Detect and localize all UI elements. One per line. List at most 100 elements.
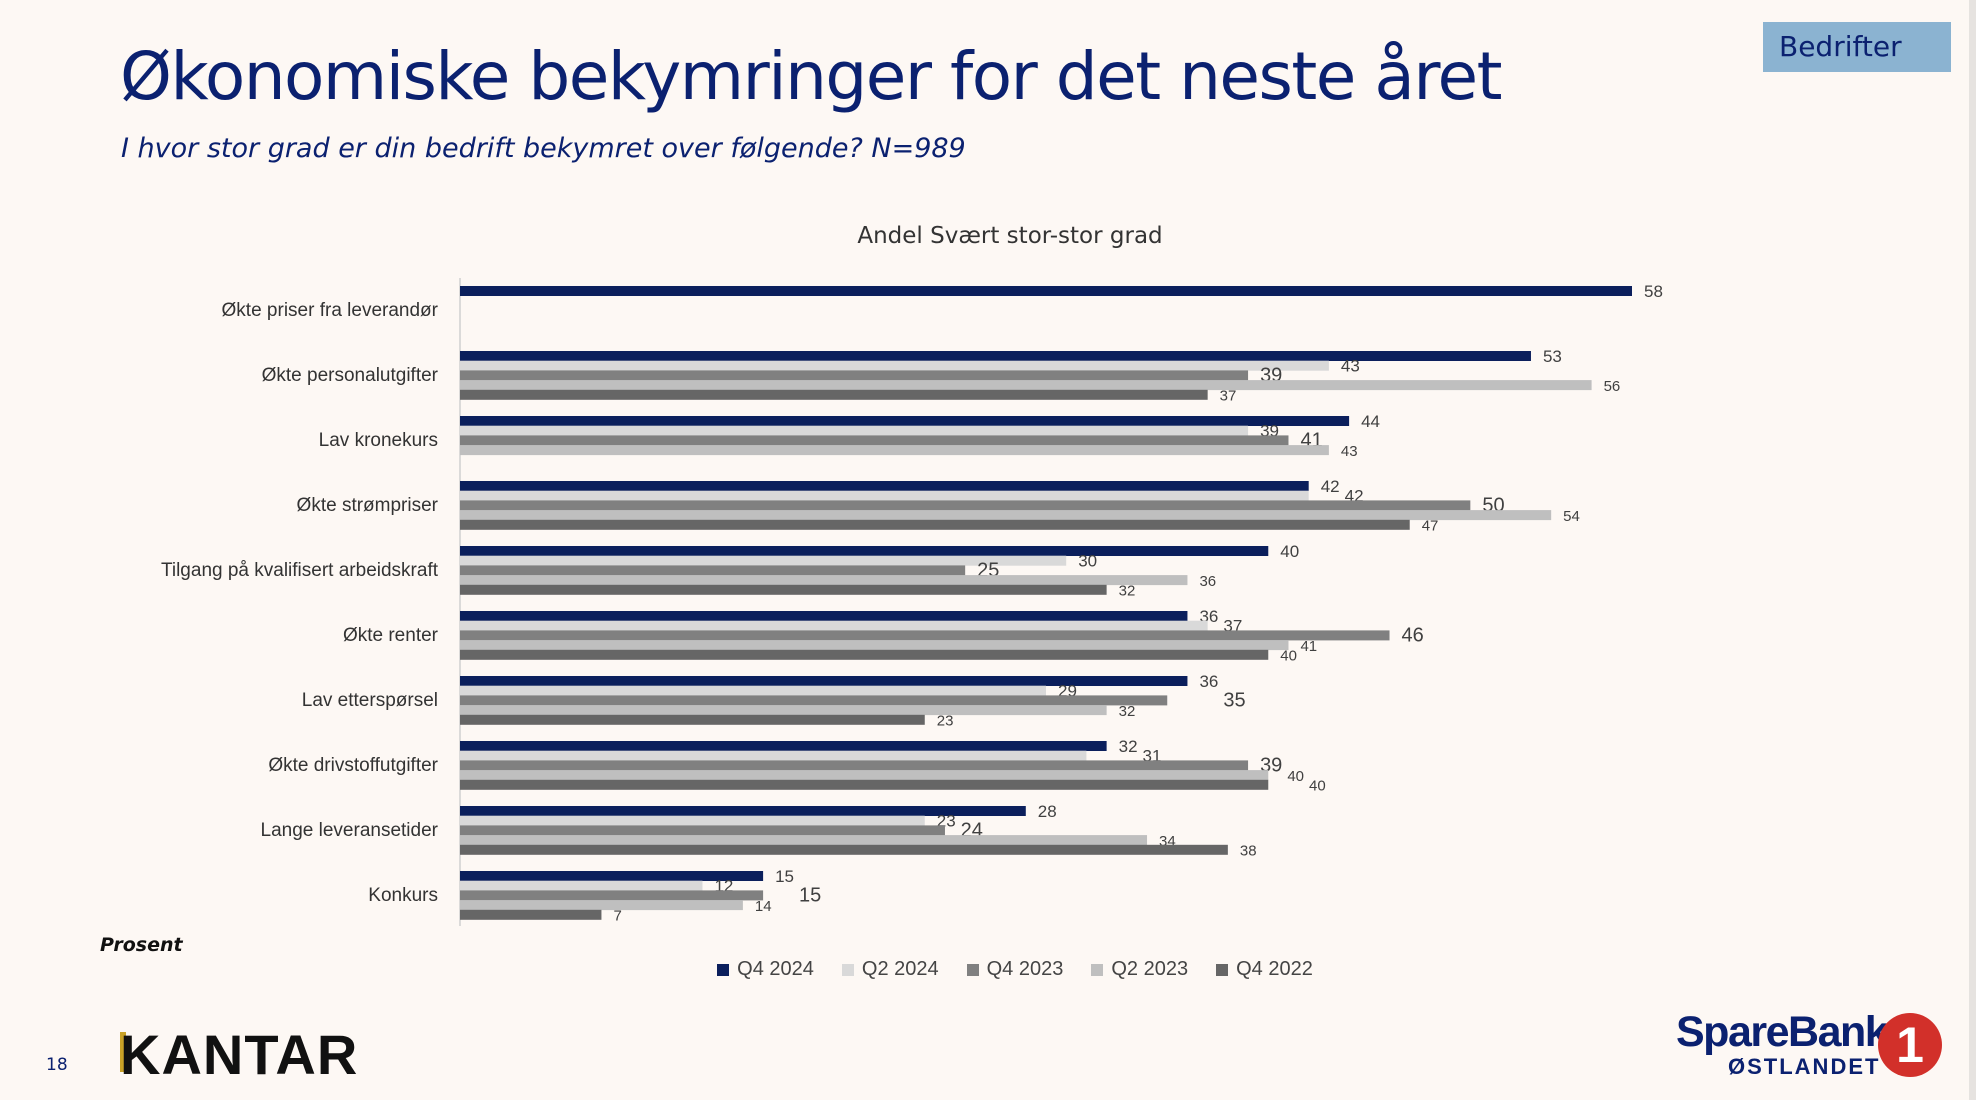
data-label: 40 (1309, 778, 1326, 795)
bar (460, 519, 1410, 530)
data-label: 30 (1078, 552, 1097, 571)
data-label: 7 (613, 908, 621, 925)
category-label: Økte strømpriser (297, 495, 439, 516)
bar (460, 815, 925, 826)
bar (460, 481, 1309, 491)
unit-note: Prosent (100, 934, 183, 956)
legend-label: Q4 2024 (737, 958, 814, 980)
data-label: 47 (1422, 518, 1439, 535)
bar (460, 360, 1329, 371)
data-label: 36 (1199, 573, 1216, 590)
category-label: Konkurs (368, 885, 438, 906)
legend-swatch (966, 963, 979, 976)
bar (460, 510, 1552, 521)
data-label: 35 (1223, 689, 1245, 711)
bar (460, 760, 1249, 771)
page-subtitle: I hvor stor grad er din bedrift bekymret… (121, 133, 966, 164)
category-label: Økte personalutgifter (262, 365, 439, 386)
bar (460, 779, 1269, 790)
bar (460, 575, 1188, 586)
legend-item: Q4 2023 (966, 958, 1064, 981)
data-label: 28 (1038, 802, 1057, 821)
data-label: 15 (799, 884, 821, 906)
bar (460, 500, 1471, 511)
data-label: 32 (1119, 703, 1136, 720)
legend-item: Q2 2024 (841, 958, 939, 981)
bar (460, 705, 1107, 716)
data-label: 44 (1361, 412, 1380, 431)
bar (460, 490, 1309, 501)
data-label: 23 (937, 713, 954, 730)
category-label: Økte priser fra leverandør (222, 300, 439, 321)
bar (460, 630, 1390, 641)
bar (460, 640, 1289, 651)
data-label: 56 (1604, 378, 1621, 395)
data-label: 37 (1220, 388, 1237, 405)
data-label: 15 (775, 867, 794, 886)
bar (460, 611, 1188, 621)
bar (460, 806, 1026, 816)
bar (460, 445, 1329, 456)
bar (460, 416, 1350, 426)
sparebank-logo-region: ØSTLANDET (1728, 1054, 1881, 1079)
data-label: 40 (1287, 768, 1304, 785)
bar (460, 351, 1531, 361)
bar (460, 825, 945, 836)
data-label: 41 (1300, 638, 1317, 655)
bar (460, 741, 1107, 751)
bar (460, 770, 1269, 781)
legend-swatch (1091, 963, 1104, 976)
bar (460, 565, 966, 576)
data-label: 53 (1543, 347, 1562, 366)
bar (460, 714, 925, 725)
bar (460, 900, 743, 911)
data-label: 40 (1280, 648, 1297, 665)
category-label: Lav kronekurs (319, 430, 438, 451)
data-label: 58 (1644, 282, 1663, 301)
kantar-logo-accent (120, 1032, 126, 1072)
bar (460, 546, 1269, 556)
bar (460, 435, 1289, 446)
data-label: 32 (1119, 737, 1138, 756)
bar (460, 370, 1249, 381)
category-label: Lange leveransetider (261, 820, 439, 841)
segment-badge: Bedrifter (1763, 22, 1951, 72)
data-label: 46 (1402, 624, 1424, 646)
sparebank-logo: SpareBank ØSTLANDET (1676, 1008, 1889, 1080)
kantar-logo: KANTAR (120, 1023, 359, 1086)
bar (460, 685, 1046, 696)
chart-legend: Q4 2024 Q2 2024 Q4 2023 Q2 2023 Q4 2022 (0, 958, 1976, 981)
bar (460, 835, 1148, 846)
legend-item: Q4 2024 (717, 958, 814, 981)
page-number: 18 (46, 1055, 68, 1075)
page-title: Økonomiske bekymringer for det neste åre… (120, 38, 1503, 115)
bar (460, 909, 602, 920)
legend-swatch (717, 963, 730, 976)
legend-item: Q2 2023 (1091, 958, 1188, 981)
window-edge (1969, 0, 1976, 1100)
data-label: 38 (1240, 843, 1257, 860)
data-label: 42 (1321, 477, 1340, 496)
bar (460, 620, 1208, 631)
legend-swatch (841, 963, 854, 976)
data-label: 54 (1563, 508, 1580, 525)
bar (460, 844, 1228, 855)
legend-label: Q4 2023 (986, 958, 1064, 980)
bar (460, 890, 764, 901)
legend-label: Q4 2022 (1236, 958, 1313, 980)
data-label: 43 (1341, 443, 1358, 460)
data-label: 43 (1341, 357, 1360, 376)
bar (460, 389, 1208, 400)
bar (460, 286, 1632, 296)
data-label: 32 (1119, 583, 1136, 600)
bar (460, 880, 703, 891)
sparebank-logo-name: SpareBank (1676, 1008, 1889, 1056)
bar (460, 695, 1168, 706)
bar (460, 584, 1107, 595)
bar (460, 555, 1067, 566)
data-label: 36 (1199, 672, 1218, 691)
category-label: Økte drivstoffutgifter (268, 755, 438, 776)
legend-label: Q2 2024 (861, 958, 939, 980)
legend-label: Q2 2023 (1111, 958, 1189, 980)
